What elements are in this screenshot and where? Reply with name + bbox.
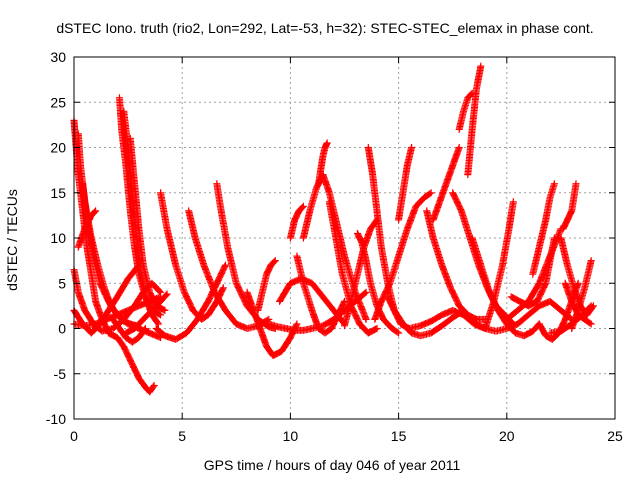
plus-marker-path: [559, 180, 580, 233]
x-tick-label: 10: [283, 428, 299, 444]
y-tick-label: 5: [58, 275, 66, 291]
data-series-arc: [507, 234, 558, 310]
y-tick-label: 15: [50, 185, 66, 201]
data-series-arc: [354, 230, 403, 337]
x-tick-label: 20: [499, 428, 515, 444]
data-series-arc: [470, 297, 576, 335]
chart-title: dSTEC Iono. truth (rio2, Lon=292, Lat=-5…: [56, 20, 593, 36]
data-series-arc: [293, 252, 348, 337]
plus-marker-path: [315, 139, 331, 188]
data-series-arc: [213, 180, 279, 332]
plus-marker-path: [293, 252, 348, 337]
data-series-arc: [371, 189, 435, 323]
plus-marker-path: [507, 234, 558, 310]
plus-marker-path: [122, 290, 171, 337]
y-tick-label: -10: [46, 411, 66, 427]
axis-ticks: 0 5 10 15 20 25 -10 -5 0 5 10 15 20 25 30: [46, 49, 623, 444]
y-tick-label: 25: [50, 94, 66, 110]
plus-marker-path: [157, 189, 227, 323]
data-series-arc: [254, 257, 279, 314]
x-tick-label: 25: [607, 428, 623, 444]
gridlines: [74, 57, 615, 419]
data-series-arc: [109, 315, 149, 346]
x-tick-label: 5: [178, 428, 186, 444]
plus-marker-path: [185, 207, 273, 332]
plus-marker-path: [429, 144, 463, 224]
y-tick-label: 30: [50, 49, 66, 65]
y-axis-label: dSTEC / TECUs: [4, 189, 20, 291]
data-series-arc: [243, 288, 301, 360]
data-series-arc: [429, 144, 463, 224]
data-series-arc: [423, 207, 489, 323]
plus-marker-path: [384, 293, 467, 340]
data-series-arc: [546, 302, 595, 337]
data-series-arc: [384, 293, 467, 340]
plus-marker-path: [546, 302, 595, 337]
plus-marker-path: [529, 180, 558, 278]
y-tick-label: 10: [50, 230, 66, 246]
plus-marker-path: [254, 257, 279, 314]
data-series-arc: [185, 207, 273, 332]
plus-marker-path: [126, 134, 169, 314]
data-series-arc: [315, 139, 331, 188]
plus-marker-path: [395, 144, 416, 224]
plus-marker-path: [455, 89, 476, 133]
plus-marker-path: [213, 180, 279, 332]
data-series-arc: [122, 290, 171, 337]
data-series-arc: [74, 207, 100, 251]
data-series-arc: [286, 202, 307, 242]
plus-marker-path: [286, 202, 307, 242]
data-marks: [70, 62, 597, 396]
x-tick-label: 0: [70, 428, 78, 444]
data-series-arc: [529, 180, 558, 278]
y-tick-label: 20: [50, 140, 66, 156]
x-axis-label: GPS time / hours of day 046 of year 2011: [204, 457, 461, 473]
y-tick-label: 0: [58, 321, 66, 337]
y-tick-label: -5: [54, 366, 67, 382]
data-series-arc: [157, 189, 227, 323]
data-series-arc: [395, 144, 416, 224]
data-series-arc: [126, 134, 169, 314]
plus-marker-path: [423, 207, 489, 323]
plus-marker-path: [470, 297, 576, 335]
plus-marker-path: [354, 230, 403, 337]
plus-marker-path: [464, 62, 485, 179]
data-series-arc: [455, 89, 476, 133]
plus-marker-path: [371, 189, 435, 323]
plus-marker-path: [243, 288, 301, 360]
data-series-arc: [464, 62, 485, 179]
plus-marker-path: [109, 315, 149, 346]
x-tick-label: 15: [391, 428, 407, 444]
data-series-arc: [559, 180, 580, 233]
plus-marker-path: [74, 207, 100, 251]
